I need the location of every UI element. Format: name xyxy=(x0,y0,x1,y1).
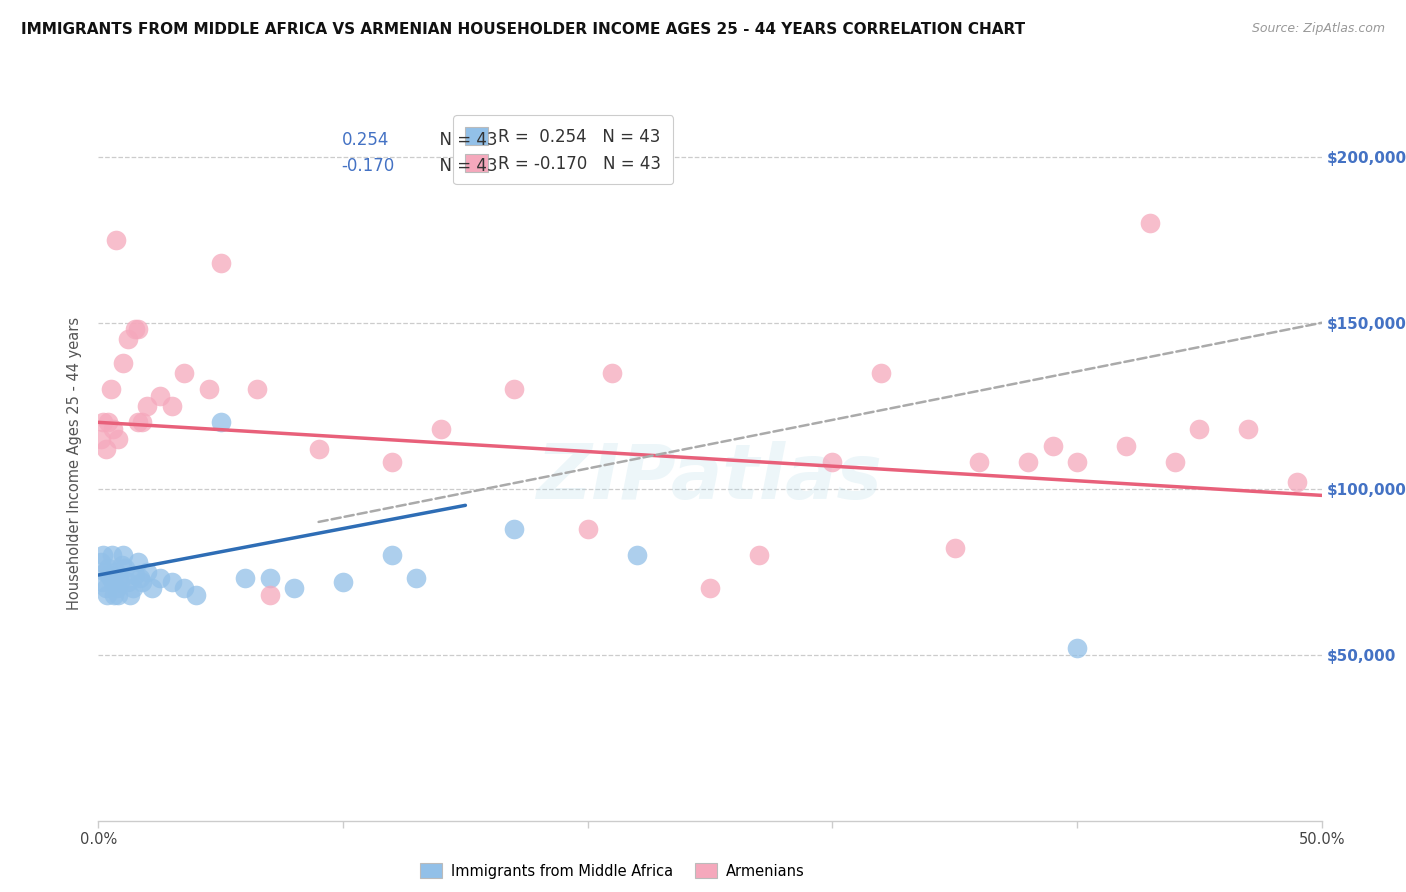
Point xyxy=(870,366,893,380)
Point xyxy=(111,548,134,562)
Point xyxy=(699,582,721,596)
Point xyxy=(94,442,117,456)
Point xyxy=(117,574,139,589)
Text: -0.170: -0.170 xyxy=(342,157,395,175)
Point xyxy=(1237,422,1260,436)
Point xyxy=(308,442,330,456)
Point xyxy=(332,574,354,589)
Point xyxy=(1017,455,1039,469)
Point xyxy=(967,455,990,469)
Point xyxy=(173,366,195,380)
Point xyxy=(111,356,134,370)
Point xyxy=(107,588,129,602)
Point xyxy=(96,588,118,602)
Point xyxy=(626,548,648,562)
Text: Source: ZipAtlas.com: Source: ZipAtlas.com xyxy=(1251,22,1385,36)
Point xyxy=(91,415,114,429)
Point xyxy=(93,565,115,579)
Point xyxy=(91,548,114,562)
Point xyxy=(943,541,966,556)
Point xyxy=(90,432,112,446)
Text: ZIPatlas: ZIPatlas xyxy=(537,442,883,515)
Point xyxy=(129,571,152,585)
Text: 0.254: 0.254 xyxy=(342,131,389,149)
Point xyxy=(141,582,163,596)
Point xyxy=(101,574,124,589)
Point xyxy=(94,582,117,596)
Point xyxy=(503,522,526,536)
Point xyxy=(430,422,453,436)
Point xyxy=(1066,455,1088,469)
Point xyxy=(149,571,172,585)
Text: N = 43: N = 43 xyxy=(429,131,498,149)
Point xyxy=(91,574,114,589)
Point xyxy=(748,548,770,562)
Legend: Immigrants from Middle Africa, Armenians: Immigrants from Middle Africa, Armenians xyxy=(415,857,810,885)
Point xyxy=(209,256,232,270)
Point xyxy=(131,415,153,429)
Point xyxy=(131,574,153,589)
Point xyxy=(127,415,149,429)
Point xyxy=(111,558,134,572)
Point xyxy=(117,332,139,346)
Point xyxy=(97,561,120,575)
Point xyxy=(121,582,143,596)
Point xyxy=(1115,439,1137,453)
Point xyxy=(283,582,305,596)
Point xyxy=(600,366,623,380)
Point xyxy=(405,571,427,585)
Point xyxy=(160,399,183,413)
Point xyxy=(136,565,159,579)
Point xyxy=(127,322,149,336)
Point xyxy=(576,522,599,536)
Point xyxy=(98,568,121,582)
Point xyxy=(233,571,256,585)
Point xyxy=(1188,422,1211,436)
Point xyxy=(97,415,120,429)
Point xyxy=(101,422,124,436)
Point xyxy=(821,455,844,469)
Point xyxy=(124,568,146,582)
Point xyxy=(149,389,172,403)
Point xyxy=(186,588,208,602)
Y-axis label: Householder Income Ages 25 - 44 years: Householder Income Ages 25 - 44 years xyxy=(66,318,82,610)
Point xyxy=(503,382,526,396)
Point xyxy=(120,588,142,602)
Point xyxy=(173,582,195,596)
Point xyxy=(101,548,124,562)
Point xyxy=(1066,641,1088,656)
Point xyxy=(114,561,136,575)
Point xyxy=(104,233,127,247)
Point xyxy=(100,571,122,585)
Point xyxy=(107,432,129,446)
Point xyxy=(1286,475,1309,489)
Point xyxy=(259,571,281,585)
Point xyxy=(90,555,112,569)
Point xyxy=(100,382,122,396)
Point xyxy=(108,571,131,585)
Point xyxy=(124,322,146,336)
Text: N = 43: N = 43 xyxy=(429,157,498,175)
Point xyxy=(1042,439,1064,453)
Point xyxy=(246,382,269,396)
Text: IMMIGRANTS FROM MIDDLE AFRICA VS ARMENIAN HOUSEHOLDER INCOME AGES 25 - 44 YEARS : IMMIGRANTS FROM MIDDLE AFRICA VS ARMENIA… xyxy=(21,22,1025,37)
Point xyxy=(1139,216,1161,230)
Point xyxy=(136,399,159,413)
Point xyxy=(105,582,128,596)
Point xyxy=(127,555,149,569)
Point xyxy=(381,455,404,469)
Point xyxy=(160,574,183,589)
Point xyxy=(1164,455,1187,469)
Point xyxy=(209,415,232,429)
Point xyxy=(103,588,125,602)
Point xyxy=(110,574,132,589)
Point xyxy=(381,548,404,562)
Point xyxy=(104,565,127,579)
Point xyxy=(197,382,219,396)
Point xyxy=(259,588,281,602)
